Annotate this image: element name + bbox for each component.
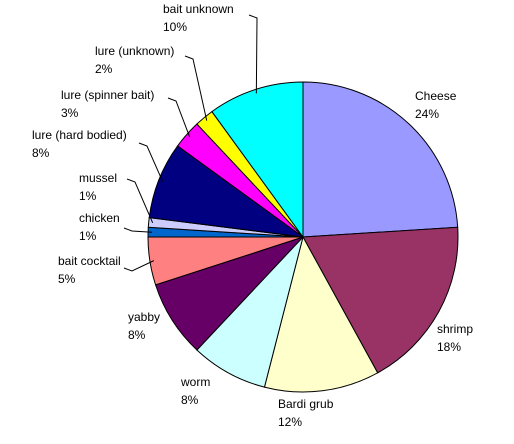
leader-line	[138, 142, 164, 182]
slice-label: lure (hard bodied)	[32, 128, 127, 142]
value-label: 24%	[415, 107, 439, 121]
slice-label: Cheese	[415, 89, 457, 103]
value-label: 10%	[163, 20, 187, 34]
leader-line	[123, 227, 153, 233]
slice-label: bait cocktail	[58, 254, 121, 268]
leader-line	[184, 55, 208, 121]
leader-line	[123, 260, 155, 272]
value-label: 12%	[278, 415, 302, 429]
pie-slice	[263, 235, 379, 393]
value-label: 18%	[437, 340, 461, 354]
slice-label: shrimp	[437, 322, 473, 336]
value-label: 5%	[58, 272, 76, 286]
value-label: 8%	[32, 146, 50, 160]
value-label: 2%	[95, 62, 113, 76]
slice-label: yabby	[128, 310, 160, 324]
slice-label: worm	[180, 375, 210, 389]
value-label: 8%	[181, 393, 199, 407]
pie-slice	[302, 81, 459, 238]
pie-slice	[302, 226, 459, 374]
value-label: 3%	[61, 106, 79, 120]
slice-label: chicken	[79, 211, 120, 225]
value-label: 1%	[79, 189, 97, 203]
slice-label: Bardi grub	[278, 397, 334, 411]
pie-slice	[211, 81, 304, 239]
leader-line	[126, 178, 154, 223]
leader-line	[167, 97, 191, 138]
slice-label: mussel	[79, 171, 117, 185]
slice-label: lure (spinner bait)	[61, 88, 154, 102]
slice-label: lure (unknown)	[95, 44, 174, 58]
value-label: 1%	[79, 229, 97, 243]
slice-label: bait unknown	[163, 2, 234, 16]
leader-line	[248, 14, 258, 94]
value-label: 8%	[128, 328, 146, 342]
